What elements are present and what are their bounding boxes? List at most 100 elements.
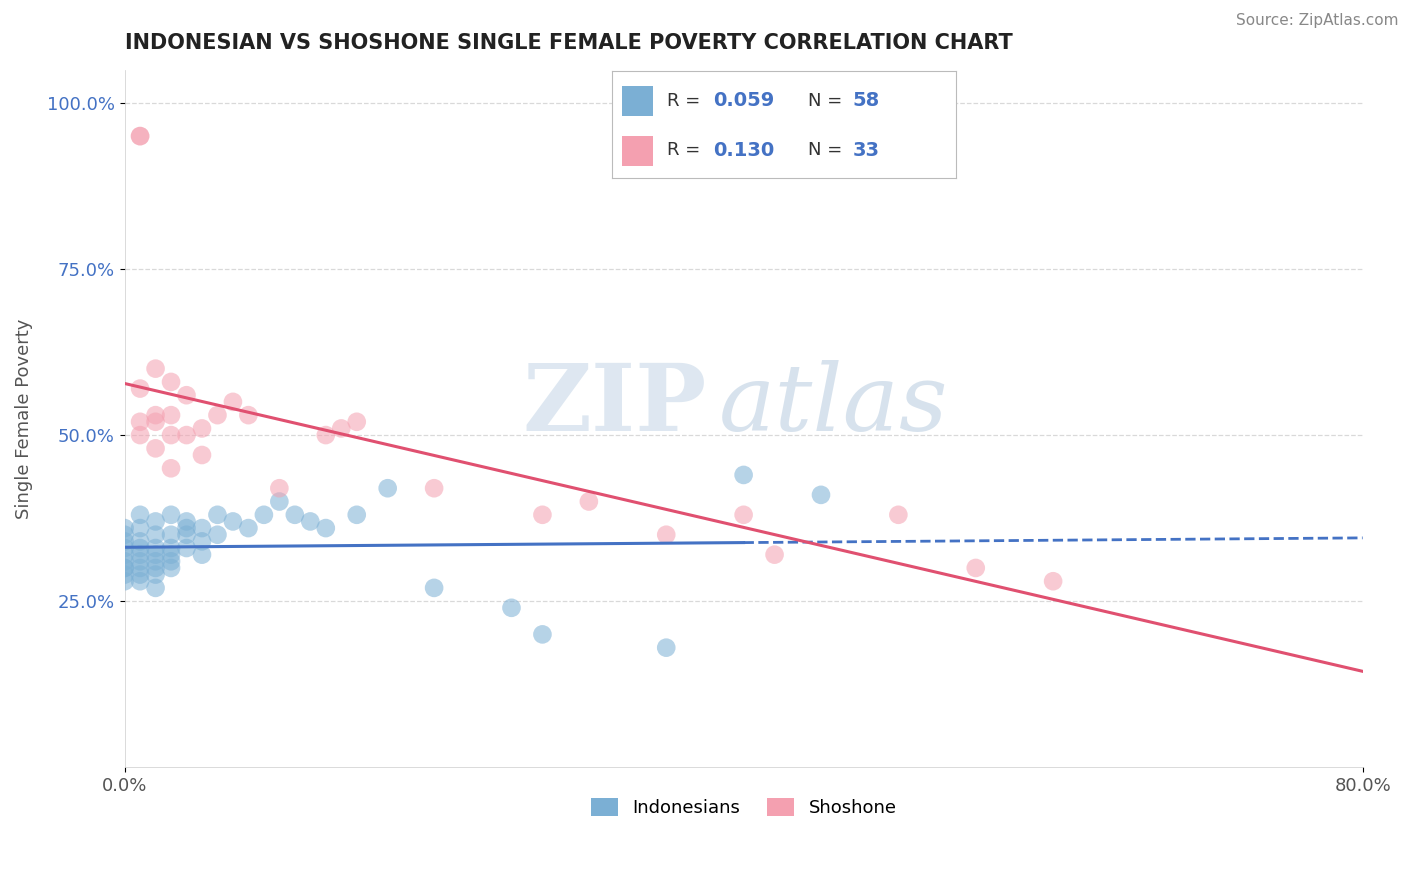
Point [114, 548, 136, 562]
Point [299, 515, 322, 529]
Point [965, 561, 987, 575]
Point [114, 574, 136, 589]
Point [377, 481, 399, 495]
Point [207, 508, 229, 522]
Point [269, 481, 291, 495]
Point [129, 521, 152, 535]
Point [238, 521, 260, 535]
Point [207, 527, 229, 541]
Point [114, 554, 136, 568]
Point [114, 521, 136, 535]
Point [160, 554, 183, 568]
Point [176, 515, 198, 529]
Point [114, 561, 136, 575]
Point [655, 640, 678, 655]
Point [176, 428, 198, 442]
Point [733, 508, 755, 522]
Point [176, 527, 198, 541]
Point [176, 541, 198, 555]
Point [129, 554, 152, 568]
Point [253, 508, 276, 522]
Legend: Indonesians, Shoshone: Indonesians, Shoshone [583, 790, 904, 824]
Bar [621, 87, 652, 116]
Point [315, 428, 337, 442]
Point [763, 548, 786, 562]
Point [129, 534, 152, 549]
Point [129, 508, 152, 522]
Point [114, 541, 136, 555]
Point [160, 561, 183, 575]
Point [160, 428, 183, 442]
Point [531, 627, 554, 641]
Point [129, 415, 152, 429]
Text: 0.130: 0.130 [713, 141, 775, 160]
Point [114, 567, 136, 582]
Point [160, 375, 183, 389]
Text: R =: R = [666, 141, 706, 159]
Point [887, 508, 910, 522]
Point [145, 442, 167, 456]
Point [1042, 574, 1064, 589]
Point [191, 534, 214, 549]
Point [191, 521, 214, 535]
Text: 58: 58 [852, 91, 880, 111]
Point [129, 561, 152, 575]
Point [501, 600, 523, 615]
Y-axis label: Single Female Poverty: Single Female Poverty [15, 318, 32, 518]
Point [222, 395, 245, 409]
Point [145, 554, 167, 568]
Point [733, 467, 755, 482]
Point [114, 534, 136, 549]
Point [145, 408, 167, 422]
Point [145, 567, 167, 582]
Point [145, 515, 167, 529]
Point [129, 548, 152, 562]
Point [531, 508, 554, 522]
Point [114, 561, 136, 575]
Point [160, 527, 183, 541]
Point [655, 527, 678, 541]
Point [129, 428, 152, 442]
Point [238, 408, 260, 422]
Point [129, 129, 152, 144]
Point [129, 574, 152, 589]
Point [191, 421, 214, 435]
Point [578, 494, 600, 508]
Text: R =: R = [666, 92, 706, 110]
Point [160, 508, 183, 522]
Point [129, 541, 152, 555]
Text: ZIP: ZIP [522, 359, 706, 450]
Point [145, 548, 167, 562]
Point [423, 481, 446, 495]
Point [176, 388, 198, 402]
Point [129, 567, 152, 582]
Point [191, 448, 214, 462]
Point [160, 541, 183, 555]
Text: Source: ZipAtlas.com: Source: ZipAtlas.com [1236, 13, 1399, 29]
Point [346, 415, 368, 429]
Point [145, 361, 167, 376]
Text: N =: N = [808, 141, 848, 159]
Point [145, 581, 167, 595]
Text: INDONESIAN VS SHOSHONE SINGLE FEMALE POVERTY CORRELATION CHART: INDONESIAN VS SHOSHONE SINGLE FEMALE POV… [125, 33, 1012, 53]
Point [160, 461, 183, 475]
Text: atlas: atlas [718, 359, 949, 450]
Point [160, 548, 183, 562]
Point [222, 515, 245, 529]
Text: 0.059: 0.059 [713, 91, 775, 111]
Point [423, 581, 446, 595]
Point [145, 541, 167, 555]
Point [145, 527, 167, 541]
Point [145, 415, 167, 429]
Point [330, 421, 353, 435]
Point [810, 488, 832, 502]
Point [145, 561, 167, 575]
Bar [621, 136, 652, 166]
Point [191, 548, 214, 562]
Point [315, 521, 337, 535]
Point [129, 382, 152, 396]
Point [114, 527, 136, 541]
Point [269, 494, 291, 508]
Point [346, 508, 368, 522]
Point [160, 408, 183, 422]
